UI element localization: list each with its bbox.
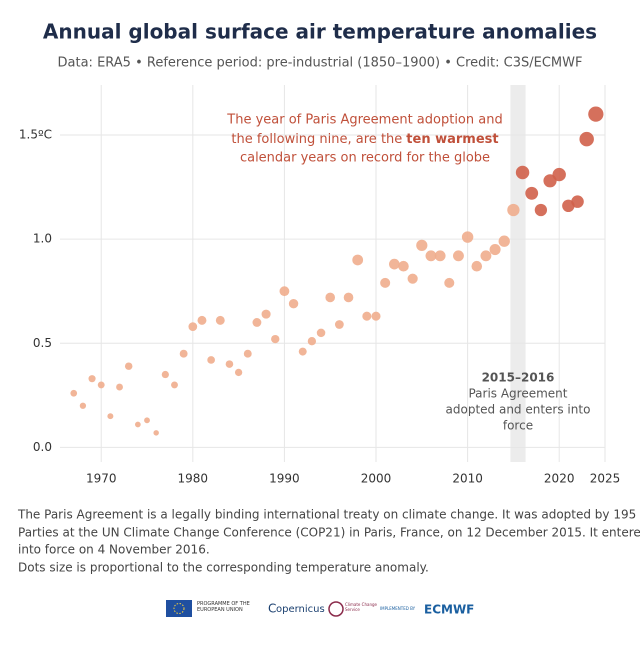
data-point <box>571 195 584 208</box>
annotation-bold: ten warmest <box>406 132 498 147</box>
copernicus-c: C <box>268 602 276 616</box>
eu-flag <box>166 600 192 617</box>
data-point <box>588 106 604 122</box>
eu-label-box: PROGRAMME OF THE EUROPEAN UNION <box>197 601 250 613</box>
data-point <box>271 334 280 344</box>
note-line: into force on 4 November 2016. <box>18 543 210 557</box>
band-title: 2015–2016 <box>482 371 555 385</box>
data-point <box>144 417 150 424</box>
ecmwf-logo: ECMWF <box>424 603 474 617</box>
c3s-icon <box>328 601 344 617</box>
data-point <box>252 318 262 327</box>
data-point <box>70 389 78 397</box>
x-tick-label: 2010 <box>452 472 483 486</box>
data-point <box>461 231 474 243</box>
data-point <box>489 244 501 256</box>
data-point <box>480 250 492 262</box>
data-point <box>525 186 539 200</box>
data-point <box>434 250 446 262</box>
data-point <box>107 413 114 420</box>
band-label: adopted and enters into <box>446 403 591 417</box>
data-point <box>298 347 307 356</box>
chart-subtitle: Data: ERA5 • Reference period: pre-indus… <box>58 56 583 71</box>
data-point <box>407 273 418 284</box>
data-point <box>325 292 336 303</box>
band-label: force <box>503 419 533 433</box>
c3s-label: Climate Change Service <box>345 602 377 612</box>
data-point <box>161 370 169 379</box>
data-point <box>279 286 290 297</box>
note-line: Parties at the UN Climate Change Confere… <box>18 526 640 540</box>
y-tick-label: 1.5ºC <box>19 127 52 141</box>
data-point <box>97 381 105 389</box>
data-point <box>261 309 271 319</box>
annotation-line: the following nine, are the ten warmest <box>231 132 498 147</box>
x-tick-label: 2000 <box>361 472 392 486</box>
note-line: Dots size is proportional to the corresp… <box>18 561 429 575</box>
annotation-line: calendar years on record for the globe <box>240 151 490 166</box>
data-point <box>534 203 548 217</box>
data-point <box>188 322 198 331</box>
data-point <box>343 292 354 303</box>
data-point <box>371 311 381 321</box>
y-tick-label: 0.5 <box>33 336 52 350</box>
c3s-label-box: Climate Change Service <box>345 602 377 612</box>
data-point <box>179 349 188 358</box>
y-tick-label: 0.0 <box>33 440 52 454</box>
data-point <box>288 298 299 309</box>
x-tick-label: 1970 <box>86 472 117 486</box>
data-point <box>135 421 141 428</box>
data-point <box>507 203 520 217</box>
data-point <box>124 362 133 370</box>
x-tick-label: 2025 <box>590 472 621 486</box>
x-tick-label: 1980 <box>178 472 209 486</box>
eu-label: PROGRAMME OF THE EUROPEAN UNION <box>197 601 250 613</box>
data-point <box>444 277 455 288</box>
data-point <box>225 360 234 368</box>
data-point <box>453 250 464 262</box>
data-point <box>389 258 400 270</box>
data-point <box>416 239 428 251</box>
eu-stars <box>173 603 185 614</box>
note-line: The Paris Agreement is a legally binding… <box>17 508 636 522</box>
data-point <box>362 311 372 321</box>
annotation-text: the following nine, are the <box>231 132 402 147</box>
x-tick-label: 1990 <box>269 472 300 486</box>
data-point <box>498 235 510 247</box>
copernicus-logo: opernicus <box>276 604 325 615</box>
data-point <box>234 368 243 377</box>
data-point <box>425 250 437 262</box>
data-point <box>79 402 87 409</box>
data-point <box>334 320 344 329</box>
band-label: Paris Agreement <box>468 387 567 401</box>
plot-area: 0.0 0.5 1.0 1.5ºC 1970 1980 1990 2000 2010 2020 20… <box>19 85 620 486</box>
chart-title: Annual global surface air temperature an… <box>43 20 597 44</box>
data-point <box>515 165 530 180</box>
data-point <box>197 315 207 325</box>
logos: PROGRAMME OF THE EUROPEAN UNION C operni… <box>166 600 474 617</box>
x-tick-label: 2020 <box>544 472 575 486</box>
data-point <box>243 349 252 358</box>
data-point <box>579 131 594 147</box>
annotation-line: The year of Paris Agreement adoption and <box>226 113 502 128</box>
data-point <box>307 337 317 346</box>
data-point <box>352 254 364 266</box>
data-point <box>153 430 159 436</box>
data-point <box>316 328 326 338</box>
highlight-band <box>510 85 526 462</box>
y-tick-label: 1.0 <box>33 232 52 246</box>
implemented-by: IMPLEMENTED BY <box>380 606 416 611</box>
data-point <box>380 277 391 288</box>
data-point <box>398 260 409 272</box>
data-point <box>88 375 96 383</box>
data-point <box>215 315 225 325</box>
data-point <box>171 381 178 389</box>
data-point <box>207 356 215 364</box>
data-point <box>116 383 123 391</box>
annotation: The year of Paris Agreement adoption and… <box>226 113 502 166</box>
footnote: The Paris Agreement is a legally binding… <box>17 508 640 575</box>
data-point <box>471 260 483 272</box>
data-point <box>552 167 566 182</box>
